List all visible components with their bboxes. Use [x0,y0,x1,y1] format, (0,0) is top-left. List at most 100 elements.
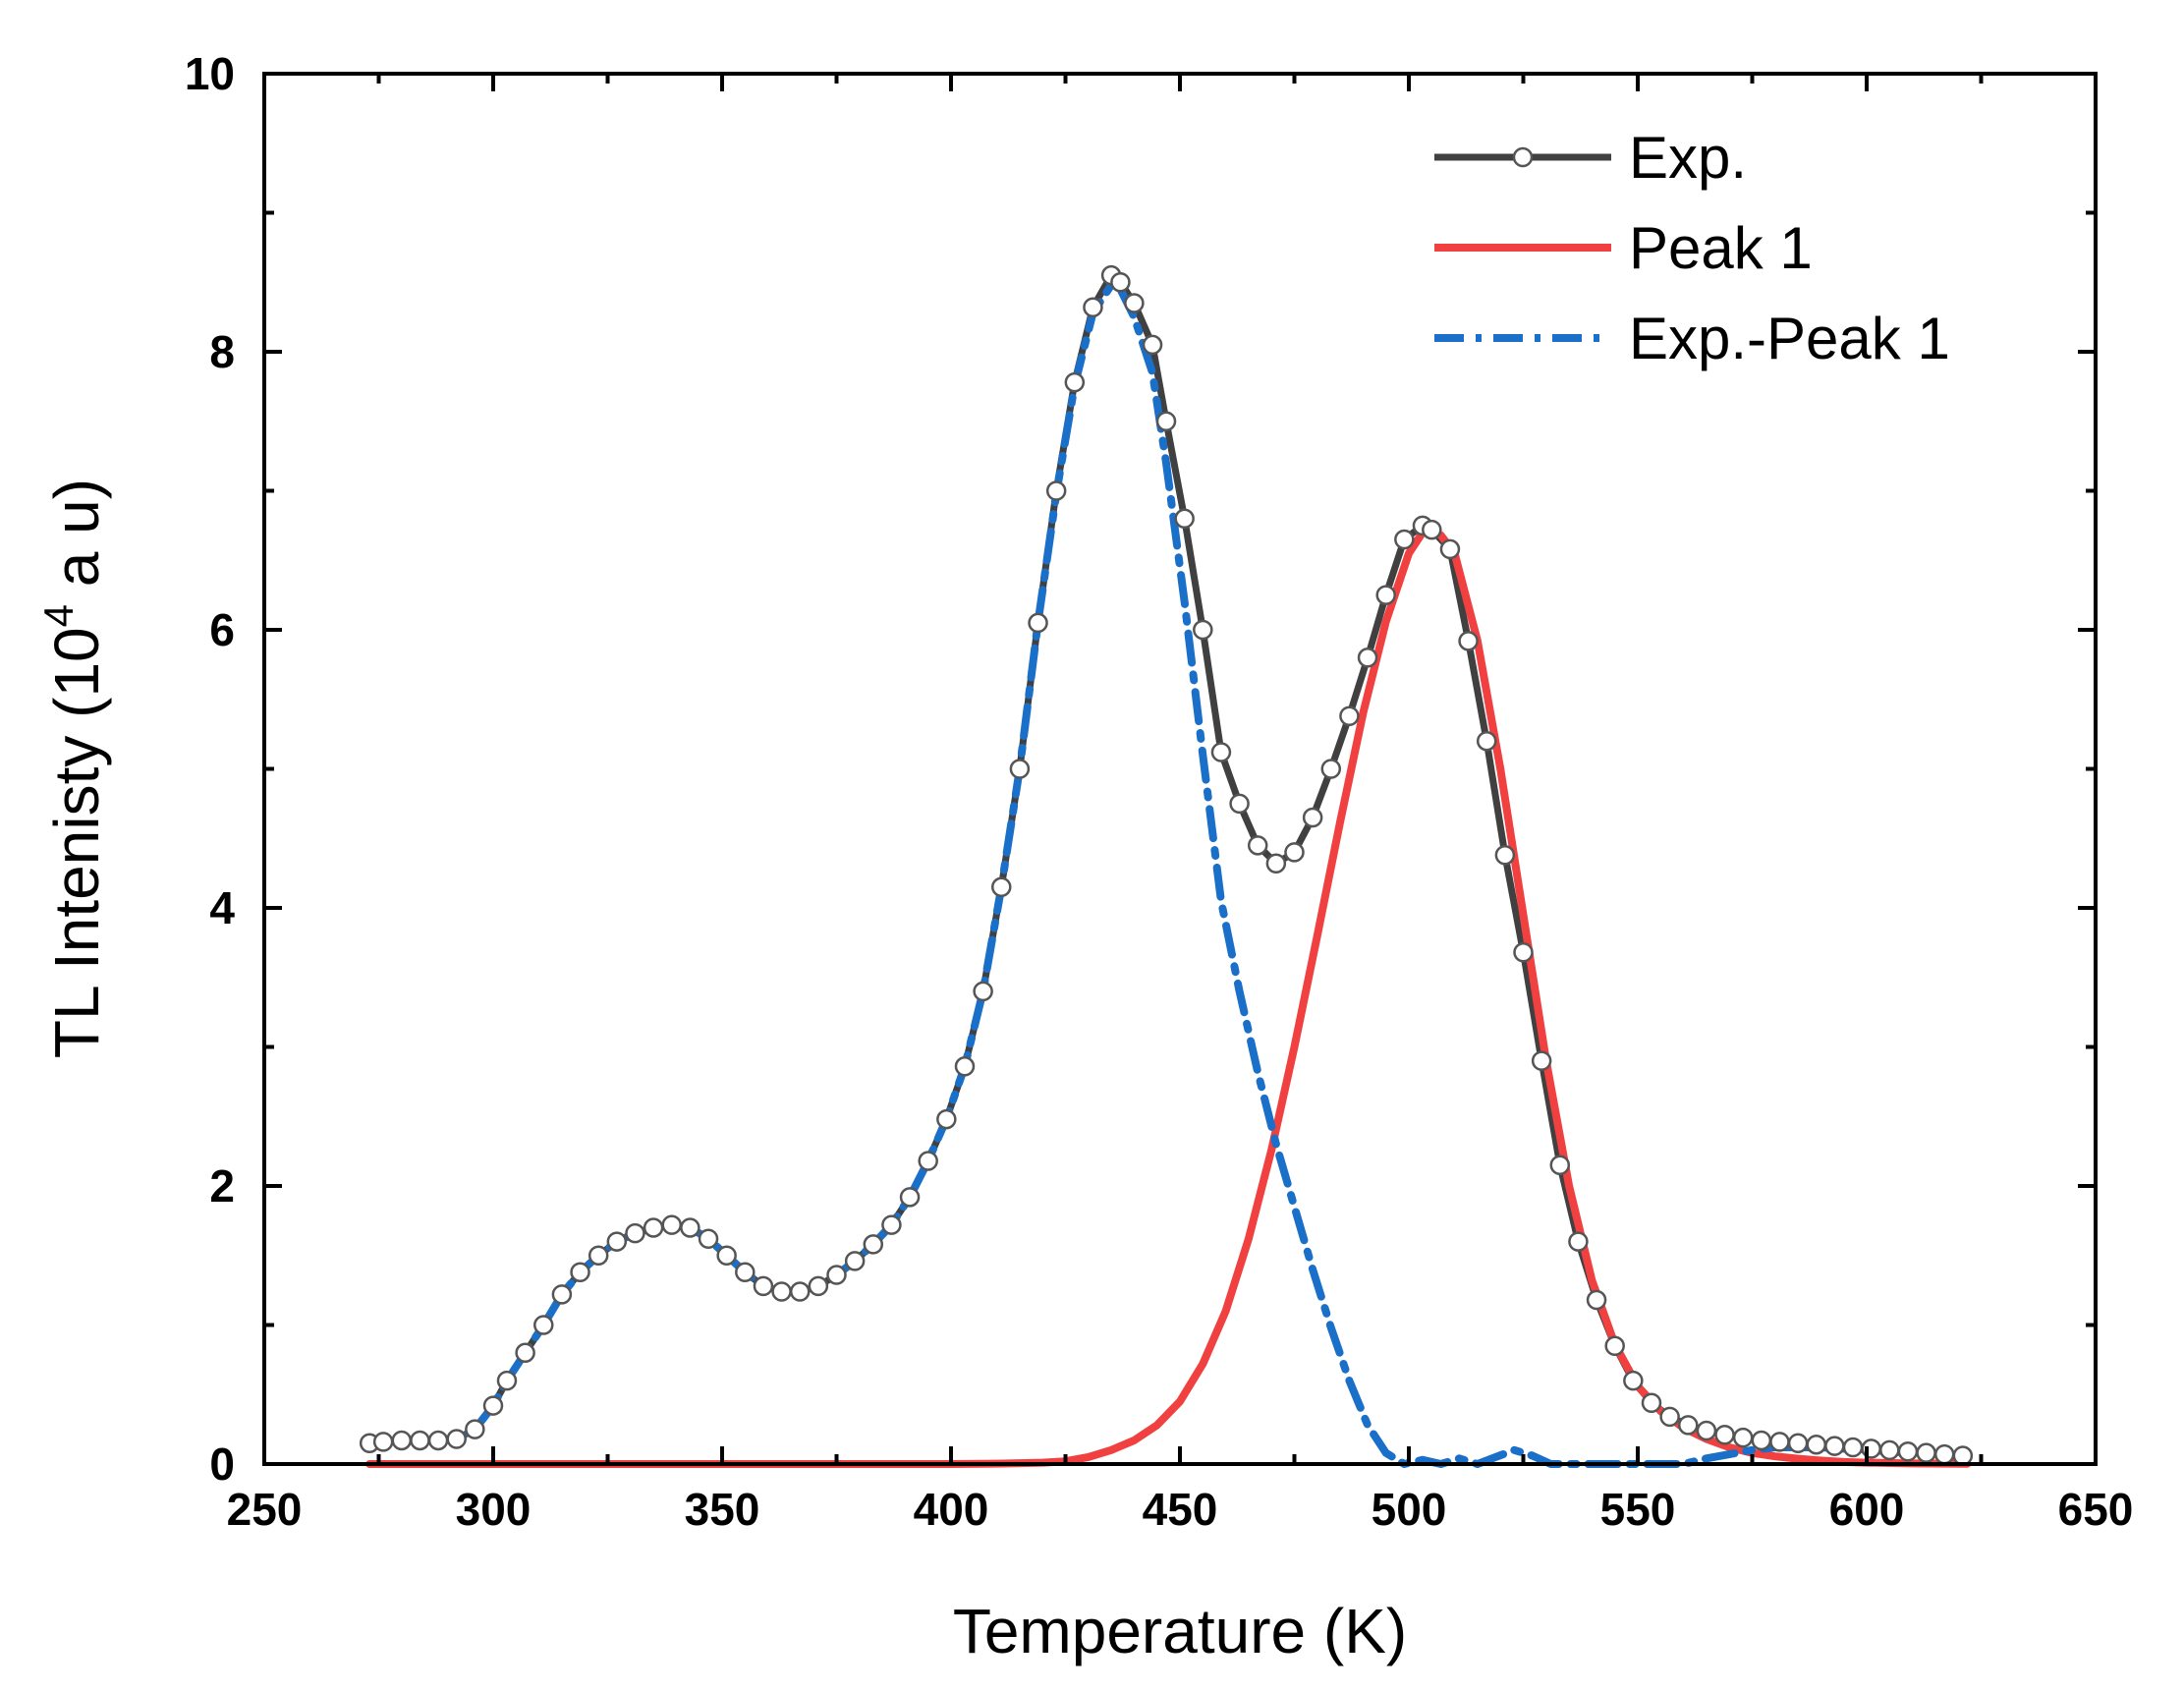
exp-data-point [899,1187,921,1208]
exp-data-point [1045,480,1067,501]
exp-data-point [771,1281,792,1302]
exp-data-point [1394,529,1415,550]
exp-data-point [1897,1441,1919,1462]
exp-data-point [1210,742,1232,762]
exp-data-point [954,1056,976,1077]
exp-data-point [588,1245,609,1266]
exp-data-point [753,1275,774,1297]
plot-frame [262,72,2098,1466]
exp-data-point [1952,1445,1974,1466]
exp-data-point [991,876,1012,898]
series-line-exp- [365,271,1967,1459]
exp-data-point [1110,272,1131,293]
exp-data-point [844,1251,866,1271]
x-tick-label: 350 [685,1484,760,1535]
exp-data-point [1028,612,1048,634]
exp-data-point [1083,297,1103,317]
exp-data-point [1933,1443,1955,1465]
exp-data-point [1568,1231,1589,1252]
exp-data-point [391,1430,413,1451]
exp-data-point [973,981,993,1002]
exp-data-point [1302,807,1323,828]
exp-data-point [1531,1050,1552,1071]
legend-label: Exp.-Peak 1 [1629,306,1950,371]
exp-data-point [863,1234,884,1255]
exp-data-point [1247,835,1268,856]
exp-data-point [1009,759,1031,779]
exp-data-point [643,1217,664,1238]
exp-data-point [496,1370,518,1391]
exp-data-point [1641,1392,1662,1413]
exp-data-point [1879,1439,1900,1461]
exp-data-point [661,1214,682,1235]
y-tick-label: 6 [209,604,235,655]
y-tick-label: 10 [185,48,235,99]
exp-data-point [1513,942,1534,963]
exp-data-point [1124,293,1145,313]
exp-data-point [1357,648,1378,668]
exp-data-point [1751,1430,1772,1451]
legend-label: Exp. [1629,125,1747,191]
exp-data-point [1458,631,1479,651]
exp-data-point [1604,1335,1625,1356]
exp-data-point [1549,1155,1571,1176]
series-line-exp-peak-1 [365,281,1972,1468]
exp-data-point [1155,411,1177,431]
exp-data-point [1476,730,1497,752]
x-tick-label: 450 [1143,1484,1218,1535]
exp-data-point [936,1108,957,1130]
exp-data-point [1064,371,1086,393]
series-line-peak-1 [365,526,1972,1468]
x-tick-label: 600 [1829,1484,1905,1535]
exp-data-point [551,1284,573,1305]
exp-data-point [1842,1437,1864,1458]
exp-data-point [515,1342,535,1364]
exp-data-point [625,1222,645,1244]
exp-data-point [570,1262,590,1282]
exp-data-point [826,1265,847,1285]
exp-data-point [372,1432,394,1452]
exp-data-point [918,1151,938,1171]
x-tick-label: 550 [1600,1484,1676,1535]
x-axis-label: Temperature (K) [953,1596,1407,1666]
exp-data-point [1659,1406,1680,1428]
x-tick-label: 300 [456,1484,532,1535]
exp-data-point [465,1419,485,1439]
y-axis-label-suffix: a u) [41,479,112,604]
x-tick-label: 500 [1372,1484,1447,1535]
exp-data-point [698,1228,719,1250]
exp-data-point [1284,842,1305,863]
exp-data-point [881,1214,902,1235]
exp-data-point [1439,538,1461,560]
exp-data-point [1375,585,1396,605]
x-tick-label: 250 [227,1484,303,1535]
y-tick-label: 4 [209,882,235,933]
legend-marker [1512,146,1534,168]
exp-data-point [427,1430,449,1451]
x-axis: 250 300 350 400 450 500 550 600 650 [227,74,2133,1535]
exp-data-point [1339,705,1360,726]
exp-data-point [735,1262,756,1282]
exp-data-point [1787,1433,1809,1454]
exp-data-point [1265,853,1287,874]
exp-data-point [1174,508,1195,530]
y-axis: 0 2 4 6 8 10 [185,48,2096,1490]
y-tick-label: 0 [209,1438,235,1490]
exp-data-point [1229,793,1250,815]
x-tick-label: 400 [914,1484,989,1535]
plot-series [359,264,1974,1468]
exp-data-point [533,1315,554,1335]
exp-data-point [1806,1434,1826,1455]
legend: Exp. Peak 1 Exp.-Peak 1 [1434,125,1950,371]
y-tick-label: 2 [209,1160,235,1212]
legend-label: Peak 1 [1629,215,1813,281]
exp-data-point [1916,1442,1936,1463]
exp-data-point [1769,1432,1790,1452]
exp-data-point [680,1217,700,1238]
exp-data-point [1678,1415,1699,1436]
exp-data-point [446,1429,467,1449]
exp-data-point [1422,519,1442,540]
exp-data-point [1824,1436,1845,1456]
exp-data-point [482,1395,504,1416]
